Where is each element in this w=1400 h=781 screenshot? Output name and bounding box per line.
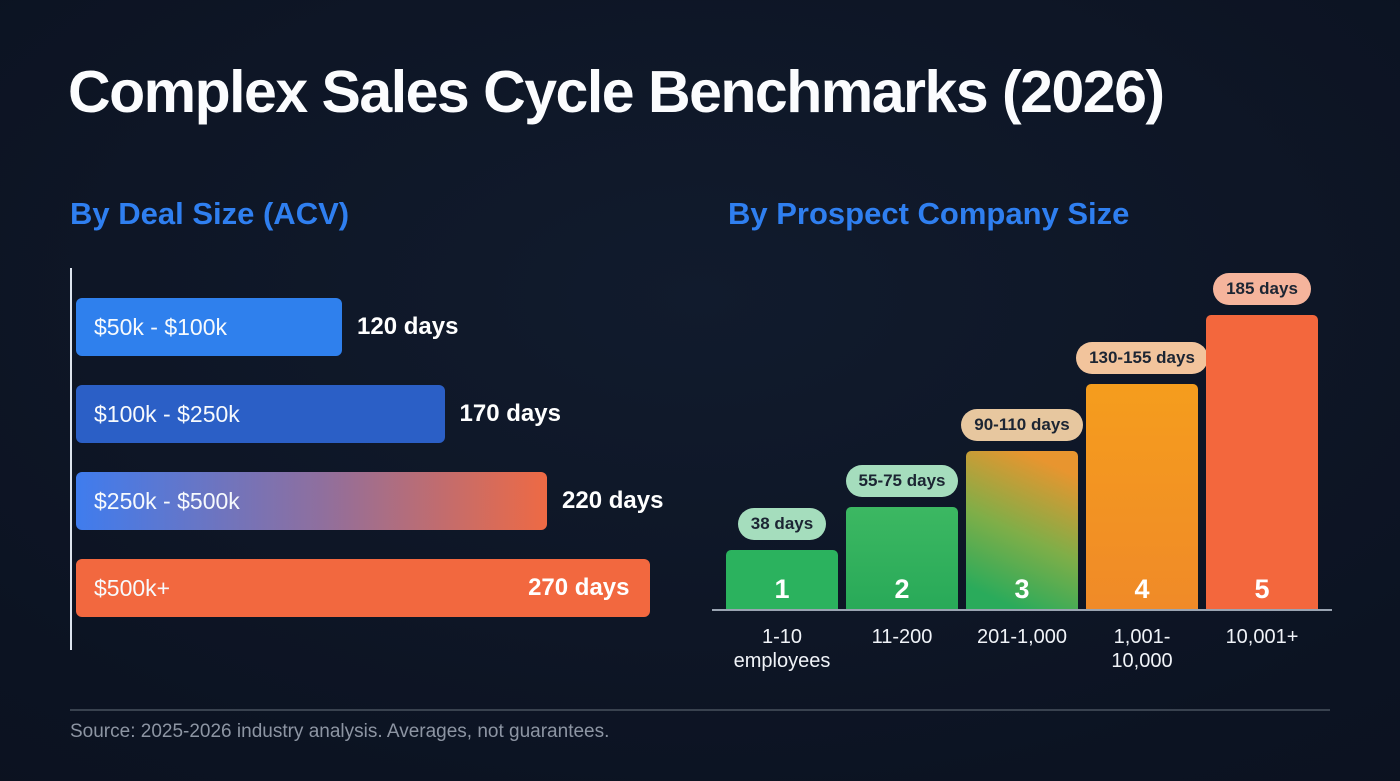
company-size-column: 185 days 5 10,001+ <box>1206 273 1318 683</box>
bar-number: 3 <box>1014 574 1030 604</box>
bar-deal-100k-250k: $100k - $250k <box>76 385 445 443</box>
bar-value-label: 270 days <box>528 574 630 601</box>
x-axis-label: 1-10 employees <box>733 626 831 672</box>
hbar-row: $500k+ 270 days <box>76 559 700 617</box>
company-size-chart-title: By Prospect Company Size <box>728 196 1130 231</box>
range-pill: 55-75 days <box>845 465 959 497</box>
x-axis-label: 10,001+ <box>1225 626 1299 648</box>
bar-deal-250k-500k: $250k - $500k <box>76 472 547 530</box>
bar-number: 4 <box>1134 574 1150 604</box>
page-title: Complex Sales Cycle Benchmarks (2026) <box>68 59 1165 125</box>
bar-number: 1 <box>774 574 790 604</box>
x-axis-label: 201-1,000 <box>976 626 1068 648</box>
range-pill: 130-155 days <box>1076 341 1208 374</box>
bar-category-label: $500k+ <box>94 574 171 601</box>
bar-company-11-200: 2 <box>846 507 958 611</box>
bar-number: 2 <box>894 574 910 604</box>
deal-size-chart: $50k - $100k 120 days $100k - $250k 170 … <box>70 268 700 650</box>
bar-deal-50k-100k: $50k - $100k <box>76 298 342 356</box>
footer-divider <box>70 709 1330 711</box>
range-pill: 38 days <box>737 508 827 541</box>
bar-value-label: 120 days <box>357 313 459 340</box>
company-size-column: 55-75 days 2 11-200 <box>845 465 959 683</box>
bar-company-1-10: 1 <box>726 550 838 611</box>
hbar-row: $100k - $250k 170 days <box>76 385 700 443</box>
bar-deal-500k-plus: $500k+ 270 days <box>76 559 650 617</box>
company-size-column: 90-110 days 3 201-1,000 <box>961 409 1083 683</box>
x-axis-line <box>712 609 1332 611</box>
company-size-column: 130-155 days 4 1,001-10,000 <box>1076 341 1208 683</box>
company-size-column: 38 days 1 1-10 employees <box>726 508 838 683</box>
y-axis-line <box>70 268 72 650</box>
x-axis-label: 1,001-10,000 <box>1111 626 1173 672</box>
range-pill: 90-110 days <box>961 409 1083 441</box>
bar-company-1001-10000: 4 <box>1086 383 1198 611</box>
bar-number: 5 <box>1254 574 1270 604</box>
footer-source-text: Source: 2025-2026 industry analysis. Ave… <box>70 721 610 742</box>
range-pill: 185 days <box>1213 273 1311 305</box>
bar-company-10001-plus: 5 <box>1206 315 1318 611</box>
hbar-row: $50k - $100k 120 days <box>76 298 700 356</box>
bar-category-label: $100k - $250k <box>94 400 240 427</box>
hbar-row: $250k - $500k 220 days <box>76 472 700 530</box>
hbar-rows: $50k - $100k 120 days $100k - $250k 170 … <box>70 268 700 617</box>
deal-size-chart-title: By Deal Size (ACV) <box>70 196 350 231</box>
bar-category-label: $250k - $500k <box>94 487 240 514</box>
bar-company-201-1000: 3 <box>966 451 1078 611</box>
bar-category-label: $50k - $100k <box>94 313 227 340</box>
company-size-chart: 38 days 1 1-10 employees 55-75 days 2 11… <box>712 273 1332 683</box>
x-axis-label: 11-200 <box>871 626 933 648</box>
bar-value-label: 220 days <box>562 487 664 514</box>
bar-value-label: 170 days <box>459 400 561 427</box>
